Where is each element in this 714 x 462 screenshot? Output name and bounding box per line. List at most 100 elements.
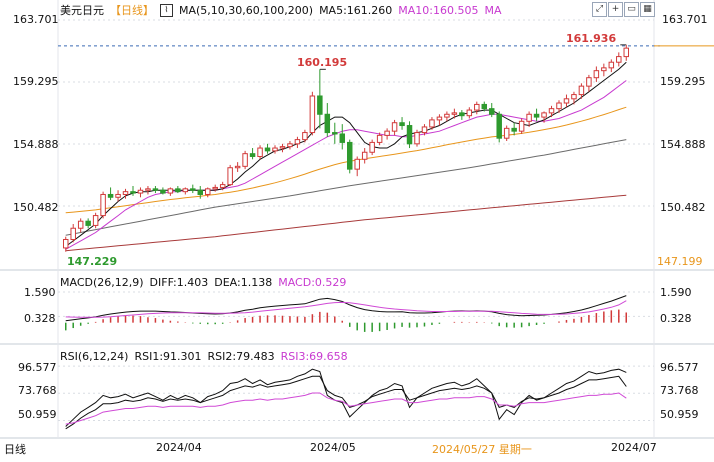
candle-body xyxy=(324,113,331,134)
candle-body xyxy=(369,141,375,153)
candle-body xyxy=(197,189,204,195)
rsi-tick-left: 50.959 xyxy=(18,408,57,421)
settings-icon[interactable]: ▦ xyxy=(640,2,655,17)
candle-body xyxy=(481,103,488,110)
last-high-annotation: 161.936 xyxy=(566,32,617,45)
rsi-line-rsi3 xyxy=(65,392,627,425)
candle-body xyxy=(100,193,106,217)
candle-body xyxy=(571,94,577,100)
rsi1-value: RSI1:91.301 xyxy=(134,349,202,363)
zoom-out-icon[interactable]: ▭ xyxy=(624,2,639,17)
candle-body xyxy=(533,113,540,118)
ma-line-ma60 xyxy=(65,139,627,236)
candle-body xyxy=(511,127,517,132)
period-selector[interactable]: 【日线】 xyxy=(110,4,154,17)
price-tick-right: 163.701 xyxy=(662,13,708,26)
period-corner-label[interactable]: 日线 xyxy=(4,443,26,456)
ma-line-ma5 xyxy=(65,61,627,247)
candle-body xyxy=(130,191,136,194)
price-tick-left: 150.482 xyxy=(13,201,59,214)
candle-body xyxy=(257,147,263,157)
candle-body xyxy=(204,188,211,195)
candle-body xyxy=(122,191,129,195)
candle-body xyxy=(317,95,323,115)
candle-body xyxy=(339,133,346,143)
rsi-line-rsi2 xyxy=(65,375,627,430)
rsi-tick-right: 73.768 xyxy=(660,384,699,397)
candle-body xyxy=(242,153,248,167)
candle-body xyxy=(563,98,570,104)
candle-body xyxy=(444,113,450,118)
macd-tick-right: 0.328 xyxy=(660,312,692,325)
candle-body xyxy=(429,119,435,128)
candle-body xyxy=(474,103,480,111)
candle-body xyxy=(586,77,592,87)
x-tick-label: 2024/05 xyxy=(310,441,356,454)
candle-body xyxy=(346,141,353,170)
candle-body xyxy=(384,130,390,136)
low-annotation: 147.229 xyxy=(67,255,118,268)
candle-body xyxy=(227,167,233,186)
price-tick-right: 159.295 xyxy=(660,75,706,88)
candle-body xyxy=(175,188,181,193)
chart-header: 美元日元 【日线】 ⌇ MA(5,10,30,60,100,200) MA5:1… xyxy=(60,2,502,18)
candle-body xyxy=(578,85,585,96)
candle-body xyxy=(309,95,316,134)
candle-body xyxy=(145,188,151,191)
candle-body xyxy=(279,146,286,149)
rsi-tick-left: 73.768 xyxy=(18,384,57,397)
candle-body xyxy=(182,188,189,193)
candle-body xyxy=(92,215,99,226)
candle-body xyxy=(548,108,555,114)
candle-body xyxy=(414,132,420,145)
candle-body xyxy=(287,143,293,148)
high-annotation: 160.195 xyxy=(297,56,348,69)
candle-body xyxy=(70,227,76,240)
candle-body xyxy=(459,112,465,117)
rsi-line-rsi1 xyxy=(65,368,627,427)
macd-tick-right: 1.590 xyxy=(660,286,692,299)
candle-body xyxy=(249,153,256,157)
candle-body xyxy=(212,186,218,190)
price-tick-left: 154.888 xyxy=(13,138,59,151)
candle-body xyxy=(302,132,308,141)
candle-body xyxy=(541,112,547,118)
candle-body xyxy=(332,132,338,135)
candle-body xyxy=(391,122,398,132)
candle-body xyxy=(601,67,607,72)
zoom-in-icon[interactable]: + xyxy=(608,2,623,17)
expand-icon[interactable]: ⤢ xyxy=(592,2,607,17)
ma-line-ma30 xyxy=(65,106,627,214)
macd-dea: DEA:1.138 xyxy=(214,275,273,289)
candle-body xyxy=(376,134,383,143)
candle-body xyxy=(107,193,114,198)
macd-header: MACD(26,12,9) DIFF:1.403 DEA:1.138 MACD:… xyxy=(60,274,346,290)
price-tick-left: 159.295 xyxy=(13,75,59,88)
candle-body xyxy=(556,102,562,110)
candle-body xyxy=(526,113,532,122)
candle-body xyxy=(496,113,502,139)
chart-icon[interactable]: ⌇ xyxy=(160,3,173,17)
macd-diff: DIFF:1.403 xyxy=(149,275,209,289)
candle-body xyxy=(361,151,368,160)
candle-body xyxy=(354,158,360,170)
x-tick-label: 2024/04 xyxy=(156,441,202,454)
macd-tick-left: 0.328 xyxy=(24,312,56,325)
candle-body xyxy=(152,188,159,191)
ma-line-ma10 xyxy=(65,80,627,250)
candle-body xyxy=(167,188,174,194)
candle-body xyxy=(436,116,443,121)
price-tick-low-right: 147.199 xyxy=(657,255,703,268)
candle-body xyxy=(518,120,525,132)
candle-body xyxy=(623,47,630,58)
price-tick-left: 163.701 xyxy=(13,13,59,26)
symbol-title: 美元日元 xyxy=(60,4,104,17)
ma10-value: MA10:160.505 xyxy=(398,3,479,17)
ma-params: MA(5,10,30,60,100,200) xyxy=(179,3,314,17)
candle-body xyxy=(264,147,271,152)
candle-body xyxy=(137,189,144,194)
candle-body xyxy=(115,193,121,198)
candle-body xyxy=(62,238,69,249)
